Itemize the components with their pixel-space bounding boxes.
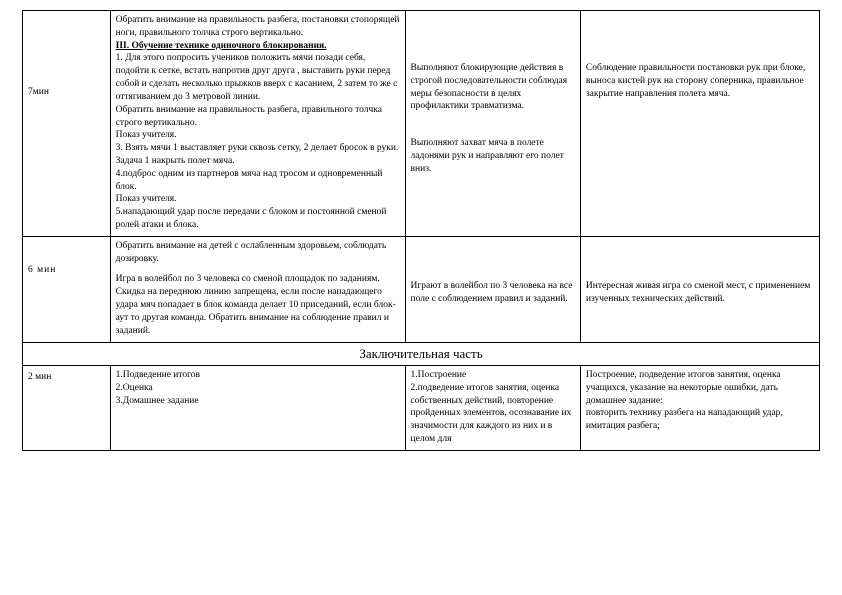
time-cell: 6 мин	[23, 236, 111, 342]
time-value: 2 мин	[28, 369, 105, 384]
method-item: 1.Подведение итогов	[116, 369, 400, 382]
time-cell: 7мин	[23, 11, 111, 237]
activity-cell: Играют в волейбол по 3 человека на все п…	[405, 236, 580, 342]
notes-cell: Соблюдение правильности постановки рук п…	[580, 11, 819, 237]
section-header: Заключительная часть	[23, 342, 820, 366]
activity-cell: Выполняют блокирующие действия в строгой…	[405, 11, 580, 237]
method-item: 1. Для этого попросить учеников положить…	[116, 52, 400, 103]
time-value: 7мин	[28, 14, 105, 99]
method-item: 3. Взять мячи 1 выставляет руки сквозь с…	[116, 142, 400, 168]
method-intro: Обратить внимание на правильность разбег…	[116, 14, 400, 40]
section-header-row: Заключительная часть	[23, 342, 820, 366]
table-row: 2 мин 1.Подведение итогов 2.Оценка 3.Дом…	[23, 366, 820, 451]
method-item: 2.Оценка	[116, 382, 400, 395]
notes-cell: Интересная живая игра со сменой мест, с …	[580, 236, 819, 342]
method-item: Показ учителя.	[116, 129, 400, 142]
method-text: Игра в волейбол по 3 человека со сменой …	[116, 273, 400, 337]
notes-text: Соблюдение правильности постановки рук п…	[586, 62, 814, 100]
notes-cell: Построение, подведение итогов занятия, о…	[580, 366, 819, 451]
time-value: 6 мин	[28, 264, 105, 277]
activity-cell: 1.Построение 2.подведение итогов занятия…	[405, 366, 580, 451]
table-row: 7мин Обратить внимание на правильность р…	[23, 11, 820, 237]
table-row: 6 мин Обратить внимание на детей с ослаб…	[23, 236, 820, 342]
method-item: 5.нападающий удар после передачи с блоко…	[116, 206, 400, 232]
notes-text: Построение, подведение итогов занятия, о…	[586, 369, 814, 433]
method-item: Обратить внимание на правильность разбег…	[116, 104, 400, 130]
notes-text: Интересная живая игра со сменой мест, с …	[586, 280, 814, 306]
method-item: 4.подброс одним из партнеров мяча над тр…	[116, 168, 400, 194]
method-cell: Обратить внимание на правильность разбег…	[110, 11, 405, 237]
lesson-plan-table: 7мин Обратить внимание на правильность р…	[22, 10, 820, 451]
method-cell: Обратить внимание на детей с ослабленным…	[110, 236, 405, 342]
activity-text: Играют в волейбол по 3 человека на все п…	[411, 280, 575, 306]
method-cell: 1.Подведение итогов 2.Оценка 3.Домашнее …	[110, 366, 405, 451]
activity-text: Выполняют блокирующие действия в строгой…	[411, 62, 575, 113]
activity-text: Выполняют захват мяча в полете ладонями …	[411, 137, 575, 175]
method-item: 3.Домашнее задание	[116, 395, 400, 408]
method-heading: III. Обучение технике одиночного блокиро…	[116, 40, 400, 53]
activity-text: 1.Построение 2.подведение итогов занятия…	[411, 369, 575, 446]
time-cell: 2 мин	[23, 366, 111, 451]
method-item: Показ учителя.	[116, 193, 400, 206]
method-text: Обратить внимание на детей с ослабленным…	[116, 240, 400, 266]
